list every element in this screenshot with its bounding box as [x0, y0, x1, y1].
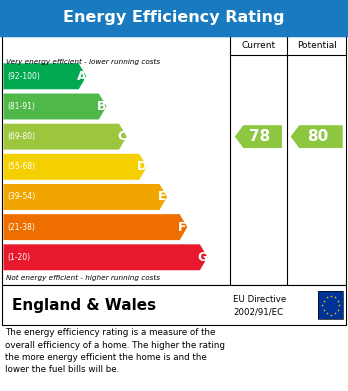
Polygon shape: [291, 125, 343, 148]
Bar: [2, 285, 346, 325]
Text: England & Wales: England & Wales: [12, 298, 156, 313]
Text: B: B: [97, 100, 106, 113]
Bar: [2, 36, 346, 285]
Text: EU Directive
2002/91/EC: EU Directive 2002/91/EC: [233, 295, 286, 316]
Text: E: E: [158, 190, 166, 203]
Polygon shape: [235, 125, 282, 148]
Text: F: F: [178, 221, 187, 234]
Text: D: D: [137, 160, 147, 173]
Text: Very energy efficient - lower running costs: Very energy efficient - lower running co…: [6, 59, 160, 65]
Text: (39-54): (39-54): [8, 192, 36, 201]
Text: (21-38): (21-38): [8, 222, 35, 231]
Text: (55-68): (55-68): [8, 162, 36, 171]
Text: A: A: [77, 70, 86, 83]
Text: (81-91): (81-91): [8, 102, 35, 111]
Bar: [318, 291, 343, 319]
Polygon shape: [3, 244, 207, 270]
Text: Energy Efficiency Rating: Energy Efficiency Rating: [63, 11, 285, 25]
Polygon shape: [3, 154, 147, 180]
Text: 78: 78: [248, 129, 270, 144]
Polygon shape: [3, 63, 86, 89]
Bar: [0, 0, 348, 36]
Text: 80: 80: [307, 129, 328, 144]
Text: Not energy efficient - higher running costs: Not energy efficient - higher running co…: [6, 275, 160, 282]
Polygon shape: [3, 93, 106, 119]
Bar: [318, 291, 343, 319]
Text: C: C: [117, 130, 126, 143]
Text: The energy efficiency rating is a measure of the
overall efficiency of a home. T: The energy efficiency rating is a measur…: [5, 328, 225, 374]
Text: G: G: [197, 251, 208, 264]
Text: (1-20): (1-20): [8, 253, 31, 262]
Polygon shape: [3, 184, 167, 210]
Text: (69-80): (69-80): [8, 132, 36, 141]
Text: (92-100): (92-100): [8, 72, 40, 81]
Text: Potential: Potential: [297, 41, 337, 50]
Polygon shape: [3, 124, 127, 150]
Text: Current: Current: [241, 41, 276, 50]
Polygon shape: [3, 214, 187, 240]
